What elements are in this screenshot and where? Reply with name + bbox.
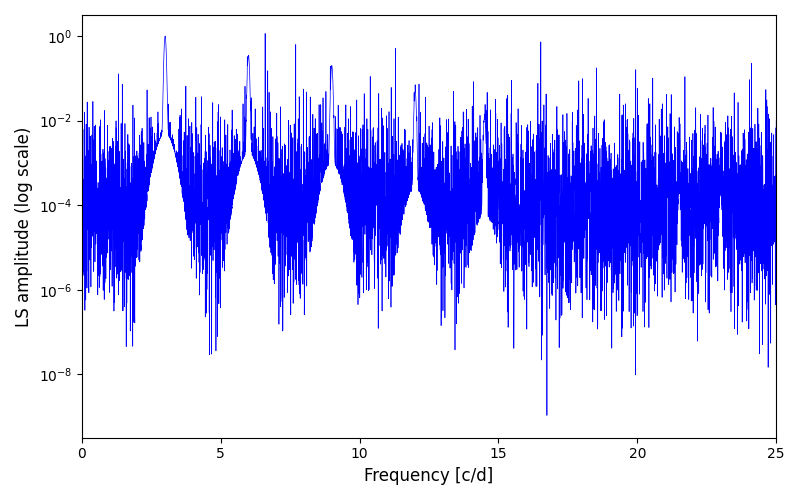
Y-axis label: LS amplitude (log scale): LS amplitude (log scale) <box>15 126 33 326</box>
X-axis label: Frequency [c/d]: Frequency [c/d] <box>364 467 494 485</box>
